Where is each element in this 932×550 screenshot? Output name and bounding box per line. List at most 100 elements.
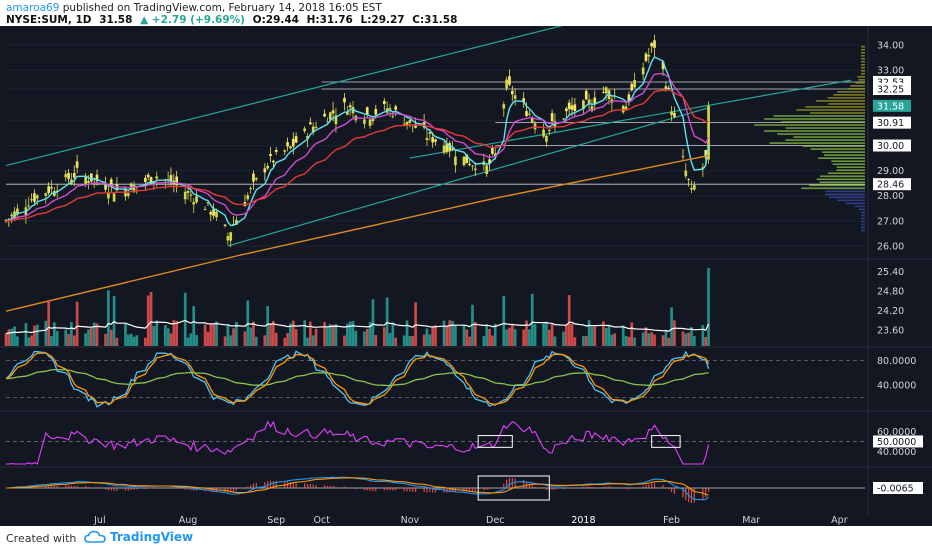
candle-body (647, 54, 651, 57)
volume-profile-bar (773, 115, 865, 117)
macd-hist-bar (690, 488, 693, 503)
x-axis-label: Apr (831, 515, 848, 526)
candle-body (169, 175, 173, 184)
volume-bar (70, 322, 73, 346)
candle-body (510, 90, 514, 95)
macd-hist-bar (329, 485, 331, 488)
price-axis-label: 34.00 (877, 41, 904, 52)
rsi-level-badge (873, 435, 923, 448)
candle-body (471, 165, 474, 167)
volume-profile-bar (861, 217, 865, 220)
volume-bar (283, 337, 287, 346)
volume-bar (644, 327, 648, 346)
macd-hist-bar (625, 488, 627, 490)
candle-body (249, 188, 252, 189)
volume-profile-bar (837, 199, 865, 202)
candle-body (203, 209, 207, 210)
volume-bar (473, 322, 477, 346)
volume-bar (570, 323, 574, 346)
volume-bar (533, 324, 537, 346)
macd-hist-bar (474, 488, 476, 492)
candle-body (90, 173, 93, 182)
candle-body (345, 111, 349, 115)
macd-hist-bar (414, 488, 417, 492)
volume-profile-bar (836, 91, 865, 93)
volume-bar (348, 321, 352, 346)
volume-bar (33, 325, 36, 346)
volume-bar (223, 336, 227, 346)
last-price: 31.58 (99, 14, 133, 26)
candle-body (112, 193, 116, 202)
volume-profile-bar (819, 181, 865, 184)
candle-body (382, 100, 386, 105)
macd-hist-bar (309, 483, 311, 488)
volume-bar (371, 299, 375, 346)
price-axis-label: 26.00 (877, 241, 904, 252)
macd-hist-bar (409, 488, 411, 492)
macd-hist-bar (508, 477, 511, 488)
volume-bar (613, 333, 617, 346)
volume-bar (124, 324, 127, 346)
macd-hist-bar (545, 488, 548, 490)
volume-bar (107, 290, 110, 346)
candle-body (371, 118, 375, 122)
volume-bar (314, 328, 318, 346)
tradingview-brand[interactable]: TradingView (84, 530, 193, 544)
author-link[interactable]: amaroa69 (6, 2, 60, 14)
macd-hist-bar (653, 483, 656, 488)
candle-body (149, 177, 153, 184)
volume-bar (508, 327, 511, 346)
candle-body (363, 119, 366, 124)
high-value: H:31.76 (306, 14, 353, 26)
volume-bar (272, 321, 275, 346)
candle-body (47, 186, 50, 194)
volume-bar (661, 335, 665, 346)
macd-hist-bar (144, 488, 146, 489)
macd-hist-bar (386, 488, 388, 491)
candle-body (565, 108, 568, 112)
candle-body (425, 137, 429, 140)
volume-bar (115, 337, 119, 346)
macd-hist-bar (483, 488, 485, 491)
volume-bar (30, 335, 33, 346)
candle-body (454, 156, 457, 166)
publish-text: published on TradingView.com, February 1… (62, 2, 382, 14)
price-axis-label: 27.00 (877, 216, 904, 227)
macd-hist-bar (466, 488, 468, 492)
macd-hist-bar (232, 488, 235, 492)
x-axis-label: Mar (742, 515, 760, 526)
macd-hist-bar (275, 480, 277, 488)
x-axis-label: Feb (663, 515, 680, 526)
candle-body (451, 148, 454, 150)
volume-bar (525, 320, 528, 346)
volume-bar (647, 333, 651, 346)
stoch-axis-label: 40.0000 (877, 381, 916, 392)
candle-body (146, 174, 150, 178)
macd-hist-bar (389, 488, 391, 491)
chart-area[interactable]: 34.00 33.00 32.53 32.25 31.58 30.91 30.00 29.00… (0, 16, 932, 526)
volume-bar (670, 307, 673, 346)
macd-hist-bar (406, 488, 408, 492)
volume-profile-bar (827, 97, 865, 99)
candle-body (584, 90, 588, 100)
candle-body (144, 177, 147, 182)
candle-body (35, 195, 39, 199)
volume-bar (326, 326, 329, 346)
macd-hist-bar (67, 485, 70, 488)
macd-hist-bar (247, 486, 249, 488)
candle-body (33, 193, 36, 202)
volume-bar (343, 335, 346, 346)
volume-bar (587, 320, 591, 346)
macd-hist-bar (668, 488, 670, 490)
macd-hist-bar (429, 488, 431, 493)
candle-body (533, 123, 537, 130)
candle-body (374, 108, 378, 115)
volume-bar (172, 320, 176, 346)
macd-hist-bar (506, 479, 508, 488)
volume-bar (50, 336, 53, 346)
candle-body (10, 214, 14, 217)
created-with-label: Created with (6, 532, 77, 545)
macd-hist-bar (551, 488, 553, 490)
volume-bar (232, 328, 235, 346)
